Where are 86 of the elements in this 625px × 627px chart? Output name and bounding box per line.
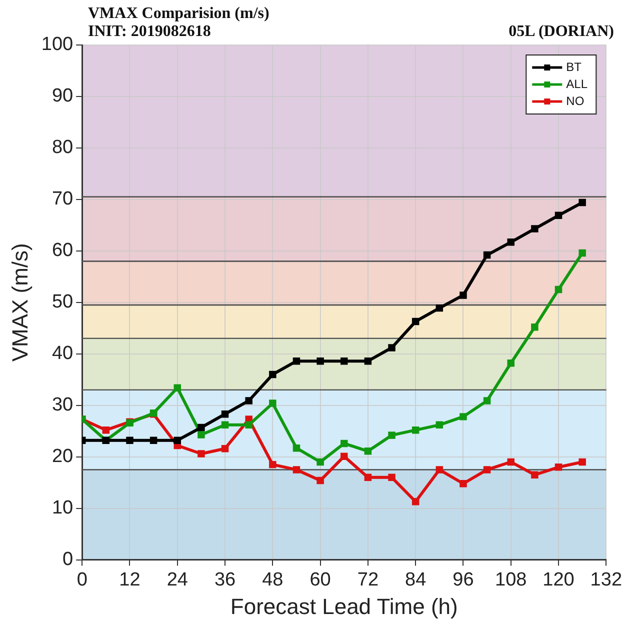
chart-subtitle: INIT: 2019082618 [88, 23, 211, 41]
point [507, 360, 514, 367]
y-tick-label: 50 [52, 292, 74, 313]
x-tick-label: 132 [590, 569, 622, 590]
point [126, 436, 134, 444]
y-tick-label: 90 [52, 86, 74, 107]
point [388, 344, 396, 352]
point [554, 286, 562, 294]
point [554, 464, 562, 471]
x-tick-label: 72 [357, 569, 379, 590]
point [221, 444, 229, 452]
point [436, 466, 444, 474]
y-tick-label: 40 [52, 343, 74, 364]
y-tick-label: 80 [52, 137, 74, 158]
y-tick-label: 100 [41, 34, 74, 56]
x-axis-title: Forecast Lead Time (h) [230, 594, 458, 619]
point [340, 452, 348, 460]
point [245, 397, 252, 404]
point [436, 421, 444, 429]
point [578, 249, 586, 257]
point [174, 436, 182, 444]
point [364, 448, 372, 455]
legend-label: ALL [566, 76, 588, 91]
x-tick-label: 12 [119, 569, 140, 590]
point [150, 436, 158, 444]
point [174, 384, 182, 392]
point [245, 421, 252, 429]
legend-label: BT [566, 60, 582, 74]
y-tick-label: 20 [52, 446, 74, 468]
point [554, 212, 562, 220]
point [340, 440, 348, 448]
point [388, 432, 396, 439]
point [198, 450, 205, 458]
text: 05L (DORIAN) [508, 23, 614, 41]
y-tick-label: 60 [52, 240, 74, 262]
point [198, 431, 205, 438]
legend-label: NO [566, 94, 584, 108]
point [412, 426, 420, 434]
point [507, 238, 514, 246]
point [578, 458, 586, 466]
point [102, 426, 110, 434]
point [483, 251, 491, 259]
y-tick-label: 30 [52, 394, 74, 416]
x-tick-label: 96 [452, 569, 474, 590]
point [460, 480, 467, 488]
point [292, 444, 300, 452]
y-tick-label: 70 [52, 188, 74, 210]
point [388, 474, 396, 482]
point [364, 357, 372, 365]
point [460, 292, 467, 299]
x-tick-label: 120 [542, 569, 574, 590]
point [269, 400, 276, 407]
point [269, 460, 276, 468]
point [531, 471, 538, 478]
x-tick-label: 36 [214, 569, 236, 590]
x-tick-label: 108 [495, 569, 527, 590]
x-tick-label: 84 [405, 569, 427, 590]
x-tick-label: 48 [262, 569, 284, 590]
point [460, 413, 467, 420]
point [292, 357, 300, 365]
x-tick-label: 0 [76, 569, 88, 590]
point [316, 357, 324, 365]
y-tick-label: 10 [52, 498, 74, 519]
point [412, 498, 420, 506]
point [269, 370, 276, 378]
point [507, 458, 514, 466]
point [316, 458, 324, 466]
y-tick-label: 0 [62, 549, 74, 570]
point [436, 304, 444, 312]
point [531, 225, 538, 232]
point [531, 323, 538, 331]
x-tick-label: 60 [310, 569, 331, 590]
point [198, 424, 205, 432]
point [364, 474, 372, 482]
point [483, 466, 491, 474]
x-tick-label: 24 [166, 569, 188, 590]
point [316, 476, 324, 484]
point [412, 318, 420, 326]
point [221, 410, 229, 418]
point [483, 397, 491, 404]
chart-title: VMAX Comparision (m/s) [88, 5, 270, 23]
point [578, 198, 586, 206]
y-axis-title: VMAX (m/s) [7, 243, 32, 362]
point [340, 357, 348, 365]
point [221, 421, 229, 429]
point [292, 466, 300, 474]
